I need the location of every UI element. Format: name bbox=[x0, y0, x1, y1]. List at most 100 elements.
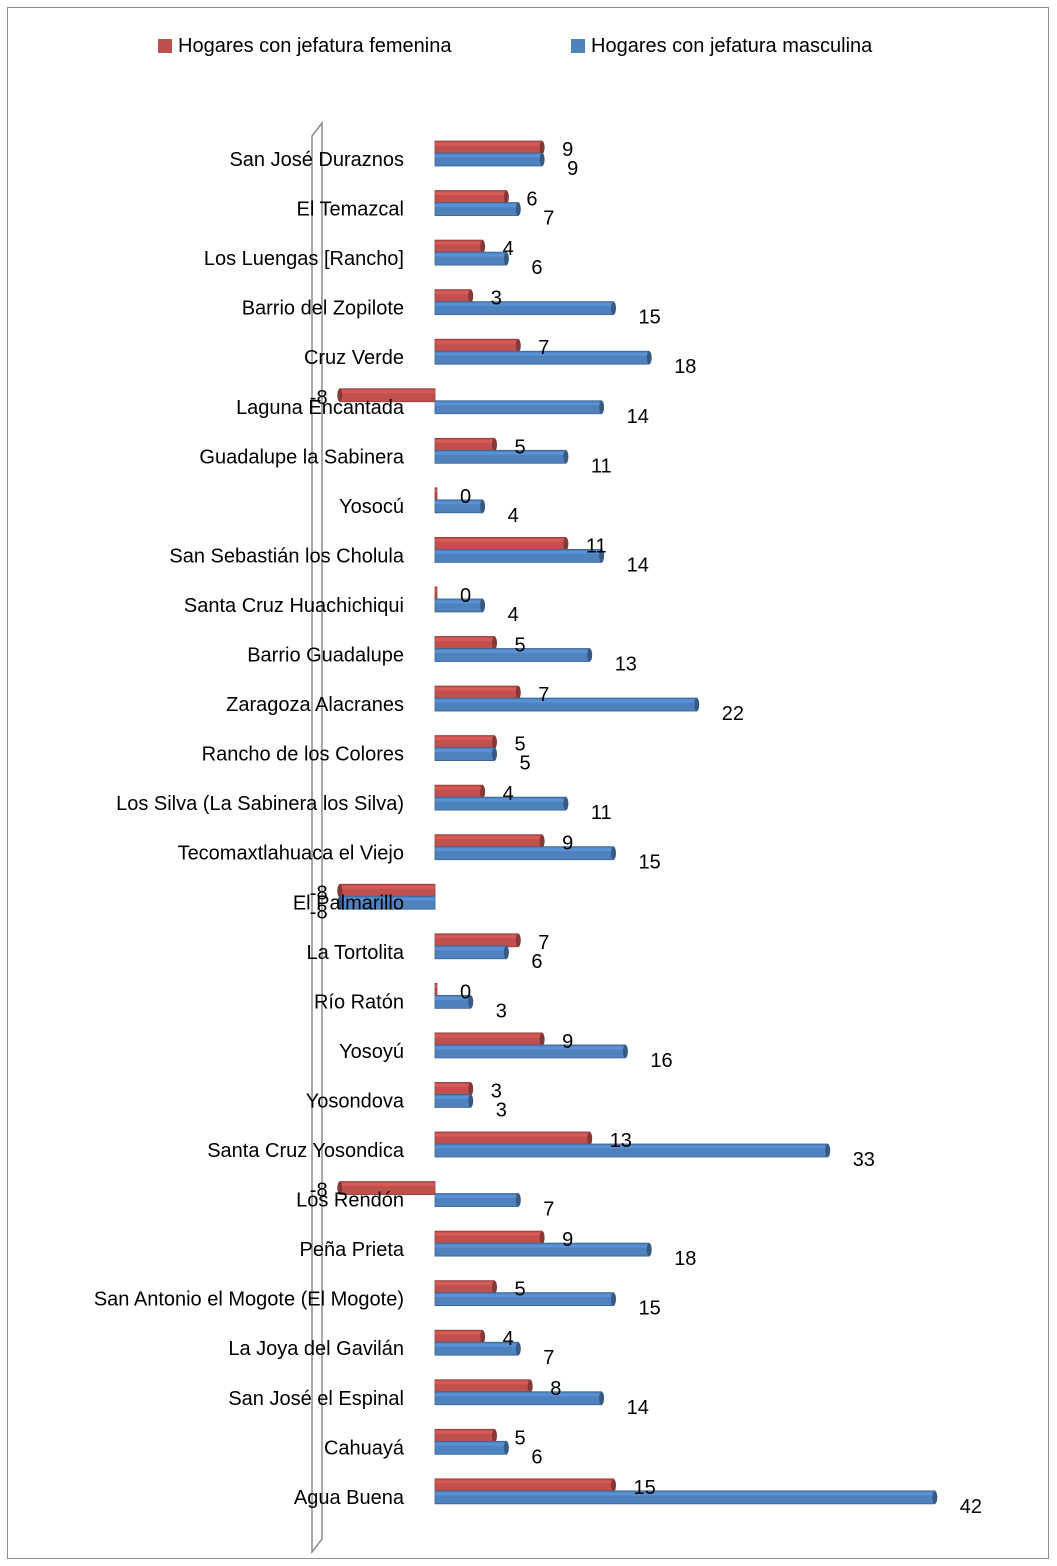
bar-femenina bbox=[434, 933, 521, 948]
bar-masculina bbox=[434, 697, 700, 712]
value-label-masculina: 11 bbox=[591, 455, 612, 477]
value-label-masculina: 15 bbox=[639, 307, 661, 329]
bar-femenina bbox=[434, 140, 545, 155]
value-label-masculina: -8 bbox=[310, 901, 328, 923]
bar-femenina bbox=[434, 1379, 533, 1394]
bar-femenina bbox=[434, 982, 438, 997]
bar-masculina bbox=[434, 846, 616, 861]
value-label-femenina: 5 bbox=[515, 436, 526, 458]
bar-femenina bbox=[434, 784, 486, 799]
value-label-femenina: 5 bbox=[515, 734, 526, 756]
bar-masculina bbox=[434, 1391, 605, 1406]
value-label-femenina: 4 bbox=[503, 1328, 514, 1350]
bar-femenina bbox=[434, 636, 497, 650]
category-label: San José Duraznos bbox=[229, 149, 404, 171]
bar-masculina bbox=[337, 895, 436, 910]
bar-masculina bbox=[434, 945, 509, 960]
value-label-femenina: 9 bbox=[562, 1031, 573, 1053]
value-label-masculina: 15 bbox=[639, 1298, 661, 1320]
value-label-masculina: 13 bbox=[615, 654, 637, 676]
value-label-masculina: 14 bbox=[627, 554, 649, 576]
bar-masculina bbox=[434, 1242, 652, 1257]
value-label-masculina: 7 bbox=[543, 208, 554, 230]
value-label-masculina: 14 bbox=[627, 406, 649, 428]
bar-masculina bbox=[434, 1193, 521, 1207]
bar-masculina bbox=[434, 598, 486, 613]
category-label: San Sebastián los Cholula bbox=[169, 545, 404, 567]
value-label-masculina: 7 bbox=[543, 1347, 554, 1369]
value-label-femenina: 0 bbox=[460, 981, 471, 1003]
category-label: Santa Cruz Yosondica bbox=[207, 1140, 405, 1162]
bar-masculina bbox=[434, 747, 497, 761]
bar-masculina bbox=[434, 449, 569, 464]
category-label: Zaragoza Alacranes bbox=[226, 694, 404, 716]
value-label-masculina: 16 bbox=[650, 1050, 672, 1072]
value-label-femenina: 6 bbox=[526, 189, 537, 211]
value-label-femenina: 7 bbox=[538, 684, 549, 706]
value-label-femenina: 5 bbox=[515, 1279, 526, 1301]
legend-label-masculina: Hogares con jefatura masculina bbox=[591, 35, 873, 57]
value-label-femenina: 8 bbox=[550, 1378, 561, 1400]
category-label: Tecomaxtlahuaca el Viejo bbox=[178, 843, 404, 865]
bar-femenina bbox=[434, 190, 509, 204]
value-label-femenina: -8 bbox=[310, 882, 328, 904]
value-label-femenina: 9 bbox=[562, 833, 573, 855]
value-label-masculina: 18 bbox=[674, 1248, 696, 1270]
bar-masculina bbox=[434, 301, 616, 316]
value-label-masculina: 9 bbox=[567, 158, 578, 180]
bar-femenina bbox=[434, 1280, 497, 1295]
value-label-masculina: 14 bbox=[627, 1397, 649, 1419]
bar-femenina bbox=[434, 289, 474, 304]
category-label: Los Rendón bbox=[296, 1190, 404, 1212]
value-label-femenina: -8 bbox=[310, 1180, 328, 1202]
value-label-femenina: -8 bbox=[310, 387, 328, 409]
category-label: Barrio Guadalupe bbox=[247, 645, 404, 667]
value-label-femenina: 5 bbox=[515, 1427, 526, 1449]
category-label: El Temazcal bbox=[297, 199, 404, 221]
value-label-masculina: 3 bbox=[496, 1099, 507, 1121]
bar-femenina bbox=[434, 834, 545, 849]
category-label: Yosocú bbox=[339, 496, 404, 518]
value-label-masculina: 15 bbox=[639, 852, 661, 874]
bar-femenina bbox=[434, 685, 521, 700]
value-label-femenina: 7 bbox=[538, 337, 549, 359]
category-label: La Joya del Gavilán bbox=[228, 1338, 404, 1360]
value-label-masculina: 42 bbox=[960, 1496, 982, 1518]
bar-femenina bbox=[434, 1230, 545, 1245]
value-label-femenina: 0 bbox=[460, 585, 471, 607]
bar-femenina bbox=[337, 1181, 436, 1195]
bar-femenina bbox=[434, 437, 497, 452]
value-label-masculina: 6 bbox=[531, 1446, 542, 1468]
value-label-masculina: 18 bbox=[674, 356, 696, 378]
value-label-femenina: 11 bbox=[586, 535, 607, 557]
bar-masculina bbox=[434, 499, 486, 514]
bar-femenina bbox=[337, 388, 436, 403]
category-label: Laguna Encantada bbox=[236, 397, 405, 419]
value-label-femenina: 7 bbox=[538, 932, 549, 954]
bar-masculina bbox=[434, 1094, 474, 1108]
legend-swatch-femenina bbox=[158, 39, 172, 53]
category-label: Yosoyú bbox=[339, 1041, 404, 1063]
category-label: Peña Prieta bbox=[299, 1239, 404, 1261]
bar-masculina bbox=[434, 648, 593, 662]
bar-femenina bbox=[434, 1131, 593, 1146]
value-label-masculina: 4 bbox=[508, 604, 519, 626]
bar-femenina bbox=[337, 883, 436, 898]
category-label: Cruz Verde bbox=[304, 347, 404, 369]
value-label-masculina: 3 bbox=[496, 1000, 507, 1022]
legend-swatch-masculina bbox=[571, 39, 585, 53]
category-label: Santa Cruz Huachichiqui bbox=[184, 595, 404, 617]
bar-femenina bbox=[434, 735, 497, 749]
bar-masculina bbox=[434, 251, 509, 266]
bar-masculina bbox=[434, 1440, 509, 1455]
bar-masculina bbox=[434, 796, 569, 811]
value-label-femenina: 4 bbox=[503, 238, 514, 260]
bar-masculina bbox=[434, 1044, 628, 1059]
value-label-masculina: 22 bbox=[722, 703, 744, 725]
category-label: Rancho de los Colores bbox=[202, 744, 404, 766]
value-label-masculina: 7 bbox=[543, 1199, 554, 1221]
bar-femenina bbox=[434, 487, 438, 502]
category-label: Agua Buena bbox=[294, 1487, 405, 1509]
value-label-femenina: 13 bbox=[610, 1130, 632, 1152]
